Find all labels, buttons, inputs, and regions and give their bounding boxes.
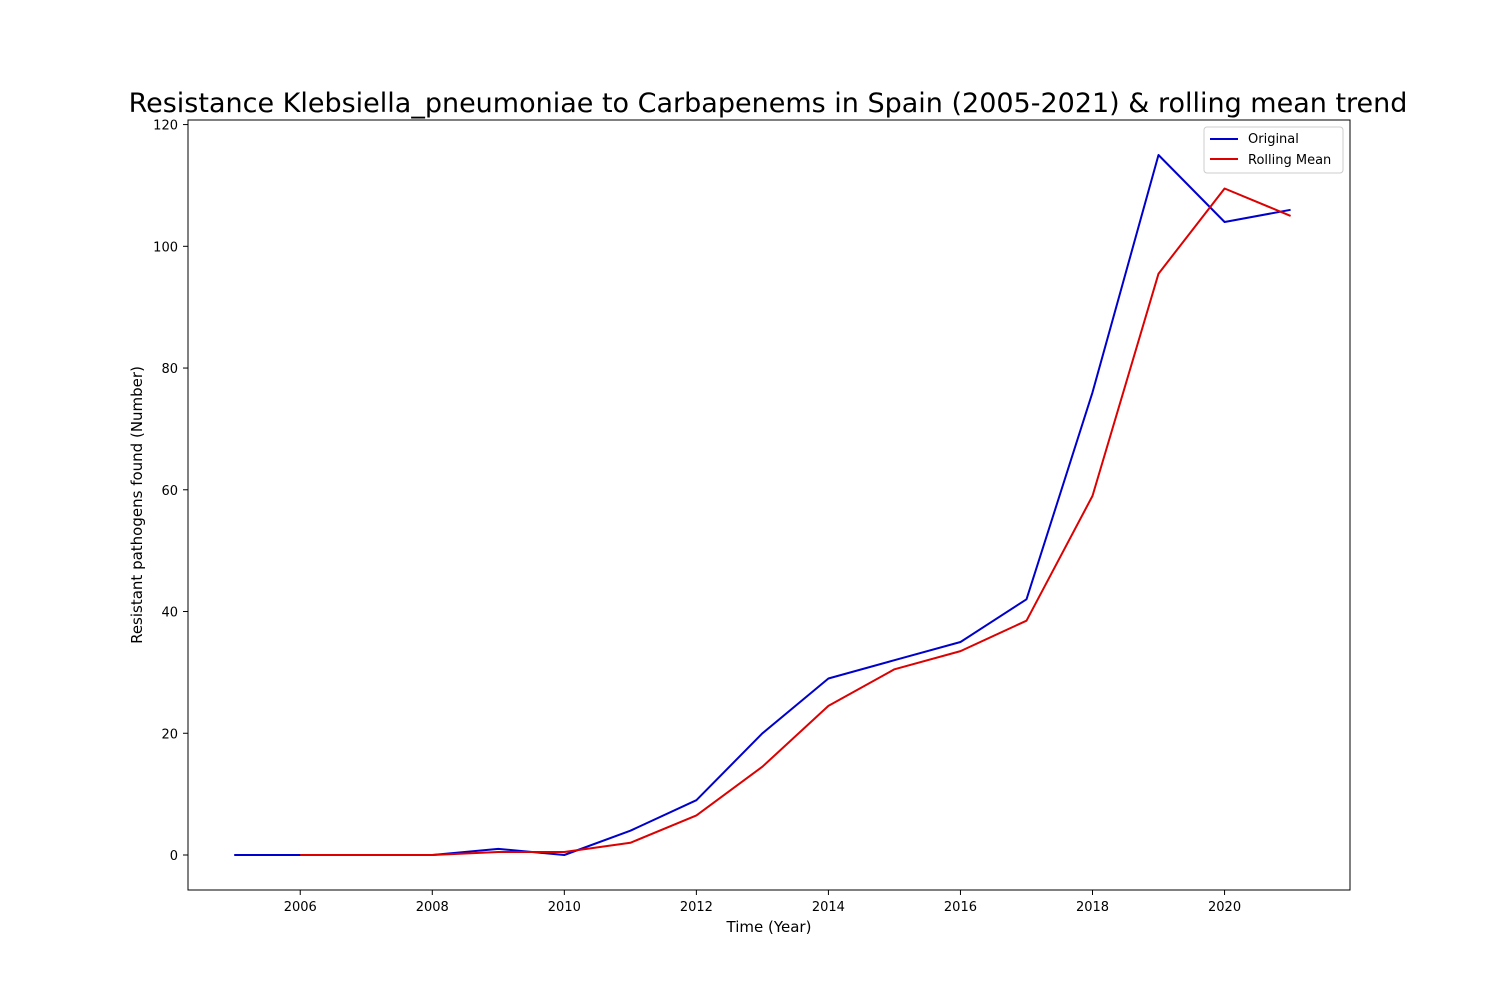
x-tick-label: 2016 <box>944 900 977 915</box>
series-line-rolling-mean <box>300 187 1291 856</box>
legend-box <box>1203 126 1344 174</box>
axes-frame <box>187 119 1351 891</box>
y-axis-label: Resistant pathogens found (Number) <box>128 366 146 644</box>
y-axis-ticks: 0 20 40 60 80 100 120 <box>153 119 188 864</box>
chart-title: Resistance Klebsiella_pneumoniae to Carb… <box>129 88 1408 119</box>
x-tick-label: 2010 <box>548 900 581 915</box>
x-axis-ticks: 2006 2008 2010 2012 2014 2016 2018 2020 <box>284 890 1241 915</box>
x-tick-label: 2006 <box>284 900 317 915</box>
x-tick-label: 2020 <box>1208 900 1241 915</box>
x-tick-label: 2012 <box>680 900 713 915</box>
y-tick-label: 60 <box>161 484 178 499</box>
y-tick-label: 80 <box>161 362 178 377</box>
series-lines <box>234 154 1291 856</box>
legend-label-original: Original <box>1248 132 1299 147</box>
y-tick-label: 40 <box>161 606 178 621</box>
x-tick-label: 2018 <box>1076 900 1109 915</box>
y-tick-label: 0 <box>170 849 178 864</box>
y-tick-label: 100 <box>153 240 178 255</box>
legend: Original Rolling Mean <box>1203 126 1344 174</box>
x-tick-label: 2008 <box>416 900 449 915</box>
x-axis-label: Time (Year) <box>726 918 812 936</box>
y-tick-label: 20 <box>161 727 178 742</box>
x-tick-label: 2014 <box>812 900 845 915</box>
legend-label-rolling-mean: Rolling Mean <box>1248 153 1331 168</box>
y-tick-label: 120 <box>153 119 178 134</box>
plot-area: 2006 2008 2010 2012 2014 2016 2018 2020 0 20 40 60… <box>153 119 1351 915</box>
